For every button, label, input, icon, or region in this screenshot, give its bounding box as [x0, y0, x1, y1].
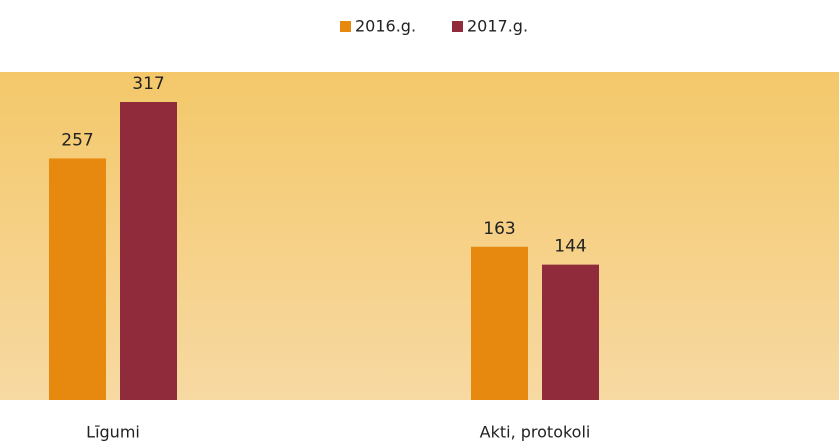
bar — [49, 158, 106, 400]
bar — [120, 102, 177, 400]
legend-swatch — [340, 21, 351, 32]
bar — [542, 264, 599, 400]
data-label: 317 — [132, 74, 164, 94]
x-tick-label: Līgumi — [86, 423, 140, 442]
legend-swatch — [452, 21, 463, 32]
data-label: 144 — [554, 237, 586, 257]
data-label: 163 — [483, 219, 515, 239]
legend-label: 2016.g. — [355, 17, 416, 36]
legend-label: 2017.g. — [467, 17, 528, 36]
data-label: 257 — [61, 130, 93, 150]
bar — [471, 246, 528, 400]
x-tick-label: Akti, protokoli — [480, 423, 591, 442]
